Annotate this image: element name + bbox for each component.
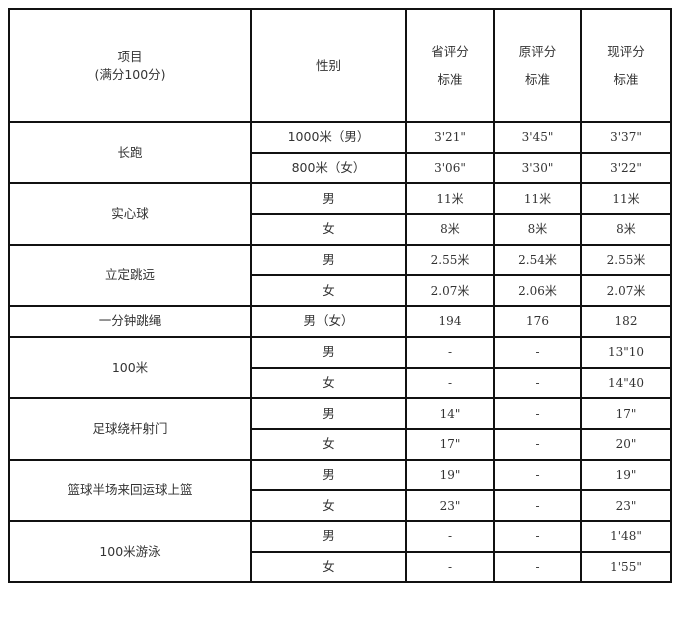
item-cell: 长跑 (8, 120, 252, 185)
current-value-cell: 8米 (580, 213, 672, 246)
gender-cell: 女 (250, 274, 407, 308)
gender-cell: 男 (250, 519, 407, 553)
current-value-cell: 3'22" (580, 151, 672, 185)
table-row: 100米男 - -13"10 (8, 335, 672, 400)
original-value-cell: - (493, 427, 582, 461)
provincial-value-cell: 19" (405, 458, 495, 492)
provincial-value-cell: 14" (405, 397, 495, 430)
table-row: 女 8米 8米 8米 (9, 213, 672, 246)
header-item: 项目 (满分100分) (8, 8, 252, 123)
provincial-value-cell: 3'21" (405, 121, 495, 154)
item-cell: 100米游泳 (8, 519, 252, 584)
provincial-value-cell: 2.55米 (405, 243, 495, 277)
gender-cell: 男 (250, 243, 407, 277)
header-row: 项目 (满分100分) 性别 省评分标准 原评分标准 现评分标准 (8, 8, 672, 123)
gender-cell: 男（女） (250, 305, 407, 338)
item-cell: 立定跳远 (8, 243, 252, 308)
current-value-cell: 2.07米 (580, 274, 672, 308)
header-item-label: 项目 (117, 48, 143, 64)
table-row: 篮球半场来回运球上篮男 19" -19" (8, 458, 672, 522)
provincial-value-cell: 23" (405, 489, 495, 522)
item-cell: 一分钟跳绳 (8, 305, 252, 338)
original-value-cell: - (493, 519, 582, 553)
current-value-cell: 13"10 (580, 335, 672, 369)
header-gender: 性别 (250, 8, 407, 123)
current-value-cell: 3'37" (580, 121, 672, 154)
provincial-value-cell: 194 (405, 305, 495, 338)
header-provincial-line1: 省评分 (431, 43, 469, 59)
provincial-value-cell: - (405, 335, 495, 369)
item-cell: 篮球半场来回运球上篮 (8, 458, 252, 522)
provincial-value-cell: 17" (405, 427, 495, 461)
current-value-cell: 1'55" (580, 550, 672, 584)
original-value-cell: - (493, 458, 582, 492)
original-value-cell: 176 (493, 305, 582, 338)
current-value-cell: 2.55米 (580, 243, 672, 277)
gender-cell: 800米（女） (250, 151, 407, 185)
header-provincial-line2: 标准 (437, 71, 463, 87)
gender-cell: 男 (250, 335, 407, 369)
item-cell: 100米 (8, 335, 252, 400)
header-current-line2: 标准 (613, 71, 639, 87)
table-row: 800米（女） 3'06" 3'30" 3'22" (9, 151, 672, 185)
current-value-cell: 17" (580, 397, 672, 430)
table-row: 女 23" -23" (9, 489, 672, 522)
provincial-value-cell: 2.07米 (405, 274, 495, 308)
table-row: 实心球男 11米 11米 11米 (8, 182, 672, 246)
provincial-value-cell: - (405, 366, 495, 400)
current-value-cell: 19" (580, 458, 672, 492)
item-cell: 实心球 (8, 182, 252, 246)
original-value-cell: 2.06米 (493, 274, 582, 308)
provincial-value-cell: 11米 (405, 182, 495, 216)
header-current-line1: 现评分 (607, 43, 645, 59)
gender-cell: 男 (250, 397, 407, 430)
original-value-cell: 11米 (493, 182, 582, 216)
current-value-cell: 14"40 (580, 366, 672, 400)
original-value-cell: 3'45" (493, 121, 582, 154)
current-value-cell: 20" (580, 427, 672, 461)
table-row: 女 - -14"40 (9, 366, 672, 400)
table-row: 足球绕杆射门男 14" -17" (8, 397, 672, 461)
header-original: 原评分 标准 (493, 8, 582, 123)
scoring-standards-table: 项目 (满分100分) 性别 省评分标准 原评分标准 现评分标准 长跑 1000米… (8, 8, 672, 584)
gender-cell: 男 (250, 182, 407, 216)
header-current: 现评分 标准 (580, 8, 672, 123)
table-row: 女 17" -20" (9, 427, 672, 461)
current-value-cell: 23" (580, 489, 672, 522)
table-row: 女 - -1'55" (9, 550, 672, 584)
current-value-cell: 182 (580, 305, 672, 338)
header-original-line2: 标准 (524, 71, 550, 87)
header-item-note: (满分100分) (94, 66, 166, 82)
gender-cell: 男 (250, 458, 407, 492)
original-value-cell: - (493, 366, 582, 400)
table-row: 长跑 1000米（男） 3'21" 3'45" 3'37" (8, 120, 672, 185)
original-value-cell: - (493, 335, 582, 369)
table-row: 女 2.07米 2.06米 2.07米 (9, 274, 672, 308)
gender-cell: 1000米（男） (250, 121, 407, 154)
header-provincial: 省评分 标准 (405, 8, 495, 123)
original-value-cell: - (493, 550, 582, 584)
gender-cell: 女 (250, 489, 407, 522)
item-cell: 足球绕杆射门 (8, 397, 252, 461)
gender-cell: 女 (250, 550, 407, 584)
original-value-cell: - (493, 397, 582, 430)
gender-cell: 女 (250, 366, 407, 400)
table-body: 项目 (满分100分) 性别 省评分标准 原评分标准 现评分标准 长跑 1000米… (8, 8, 672, 584)
current-value-cell: 1'48" (580, 519, 672, 553)
table-row: 一分钟跳绳 男（女） 194 176 182 (8, 305, 672, 338)
provincial-value-cell: - (405, 550, 495, 584)
original-value-cell: 3'30" (493, 151, 582, 185)
current-value-cell: 11米 (580, 182, 672, 216)
provincial-value-cell: - (405, 519, 495, 553)
table-row: 100米游泳男 - -1'48" (8, 519, 672, 584)
header-original-line1: 原评分 (518, 43, 557, 59)
original-value-cell: 2.54米 (493, 243, 582, 277)
original-value-cell: 8米 (493, 213, 582, 246)
gender-cell: 女 (250, 213, 407, 246)
provincial-value-cell: 3'06" (405, 151, 495, 185)
provincial-value-cell: 8米 (405, 213, 495, 246)
gender-cell: 女 (250, 427, 407, 461)
original-value-cell: - (493, 489, 582, 522)
table-row: 立定跳远男 2.55米 2.54米 2.55米 (8, 243, 672, 308)
